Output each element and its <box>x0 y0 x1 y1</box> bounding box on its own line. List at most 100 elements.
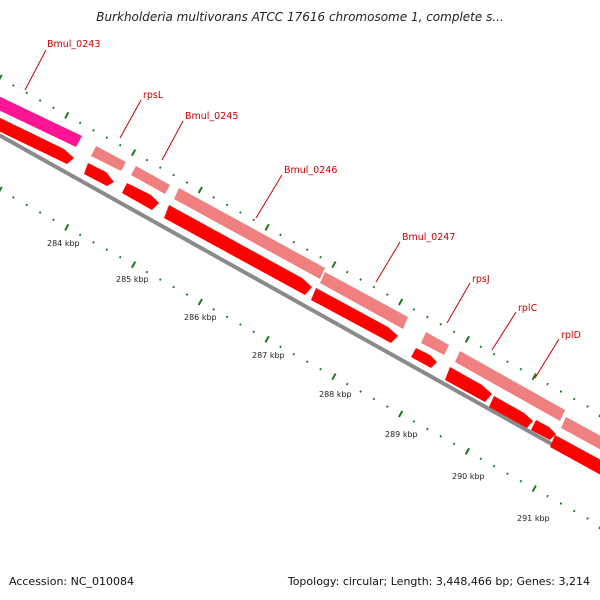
cds-arrow-rplc-2[interactable] <box>489 396 533 428</box>
gene-label-bmul-0246[interactable]: Bmul_0246 <box>284 165 337 176</box>
minor-tick <box>386 293 389 296</box>
minor-tick <box>12 196 15 199</box>
kbp-label: 291 kbp <box>517 514 550 523</box>
gene-bar-rpsl[interactable] <box>91 146 126 171</box>
minor-tick <box>52 106 55 110</box>
cds-arrow-rplc[interactable] <box>445 367 492 402</box>
minor-tick <box>519 367 523 371</box>
cds-arrow-rpsj[interactable] <box>411 348 437 368</box>
major-tick <box>398 410 404 418</box>
gene-label-bmul-0247[interactable]: Bmul_0247 <box>402 232 455 243</box>
gene-label-rpsl[interactable]: rpsL <box>143 90 164 101</box>
minor-tick <box>158 166 162 169</box>
minor-tick <box>25 91 28 95</box>
minor-tick <box>78 233 82 237</box>
genome-summary-text: Topology: circular; Length: 3,448,466 bp… <box>287 575 590 588</box>
minor-tick <box>158 278 162 281</box>
major-tick <box>331 373 337 381</box>
major-tick <box>264 223 270 231</box>
major-tick <box>531 373 537 381</box>
gene-label-bmul-0243[interactable]: Bmul_0243 <box>47 39 100 50</box>
gene-label-rplc[interactable]: rplC <box>518 303 538 314</box>
cds-arrow-rpld[interactable] <box>531 420 556 440</box>
major-tick <box>464 447 471 455</box>
gene-bar-bmul-0245[interactable] <box>131 166 170 194</box>
minor-tick <box>572 397 576 401</box>
minor-tick <box>492 464 496 468</box>
major-tick <box>264 335 270 343</box>
inner-tick-track <box>0 186 600 530</box>
minor-tick <box>225 203 229 207</box>
minor-tick <box>145 158 149 162</box>
minor-tick <box>305 248 309 252</box>
minor-tick <box>479 457 483 461</box>
minor-tick <box>105 248 109 252</box>
kbp-label: 290 kbp <box>452 472 485 481</box>
minor-tick <box>12 84 15 87</box>
cds-arrow-bmul-0243[interactable] <box>0 113 74 164</box>
cds-arrow-rpsl[interactable] <box>84 163 114 186</box>
kbp-label: 287 kbp <box>252 351 285 360</box>
leader-line-bmul-0247 <box>375 241 401 283</box>
minor-tick <box>172 173 175 177</box>
gene-bar-rpld[interactable] <box>561 417 600 452</box>
gene-bar-bmul-0246[interactable] <box>174 188 325 279</box>
major-tick <box>464 335 471 343</box>
gene-bar-rplc[interactable] <box>455 351 565 421</box>
gene-label-layer: Bmul_0243 rpsL Bmul_0245 Bmul_0246 Bmul_… <box>24 39 581 379</box>
kbp-label: 284 kbp <box>47 239 80 248</box>
kbp-label-layer: 284 kbp 285 kbp 286 kbp 287 kbp 288 kbp … <box>47 239 550 523</box>
outer-tick-track <box>0 74 600 418</box>
minor-tick <box>185 181 189 184</box>
cds-arrow-bmul-0246[interactable] <box>164 205 312 295</box>
minor-tick <box>212 196 215 199</box>
major-tick <box>331 261 337 269</box>
minor-tick <box>105 136 109 140</box>
major-tick <box>398 298 404 306</box>
cds-arrow-rpld-2[interactable] <box>550 435 600 480</box>
gene-label-bmul-0245[interactable]: Bmul_0245 <box>185 111 238 122</box>
minor-tick <box>118 255 122 259</box>
minor-tick <box>506 360 509 364</box>
cds-arrow-bmul-0247[interactable] <box>311 288 398 343</box>
minor-tick <box>586 405 589 408</box>
minor-tick <box>305 360 309 364</box>
minor-tick <box>319 255 322 259</box>
minor-tick <box>345 270 349 274</box>
minor-tick <box>118 143 122 147</box>
kbp-label: 289 kbp <box>385 430 418 439</box>
cds-arrow-bmul-0245[interactable] <box>122 183 159 210</box>
accession-text: Accession: NC_010084 <box>9 575 135 588</box>
minor-tick <box>572 509 576 513</box>
minor-tick <box>145 270 149 274</box>
gene-label-rpld[interactable]: rplD <box>561 330 581 341</box>
minor-tick <box>185 293 189 296</box>
minor-tick <box>492 352 496 356</box>
leader-line-rpld <box>534 338 560 379</box>
gene-bar-bmul-0243[interactable] <box>0 92 82 147</box>
leader-line-bmul-0246 <box>255 174 283 219</box>
minor-tick <box>38 99 42 102</box>
minor-tick <box>439 435 442 438</box>
minor-tick <box>372 397 376 401</box>
minor-tick <box>586 517 589 520</box>
minor-tick <box>519 479 523 483</box>
minor-tick <box>38 211 42 214</box>
major-tick <box>64 111 70 119</box>
minor-tick <box>25 203 28 207</box>
minor-tick <box>92 240 95 244</box>
minor-tick <box>412 420 416 423</box>
minor-tick <box>359 390 362 393</box>
minor-tick <box>479 345 483 349</box>
minor-tick <box>52 218 55 222</box>
leader-line-bmul-0245 <box>161 120 184 161</box>
gene-bar-bmul-0247[interactable] <box>320 272 408 329</box>
minor-tick <box>426 315 429 319</box>
backbone-line <box>0 133 600 473</box>
major-tick <box>0 74 3 81</box>
major-tick <box>197 298 203 306</box>
gene-bar-rpsj[interactable] <box>421 332 449 355</box>
minor-tick <box>345 382 349 386</box>
gene-label-rpsj[interactable]: rpsJ <box>472 274 490 285</box>
